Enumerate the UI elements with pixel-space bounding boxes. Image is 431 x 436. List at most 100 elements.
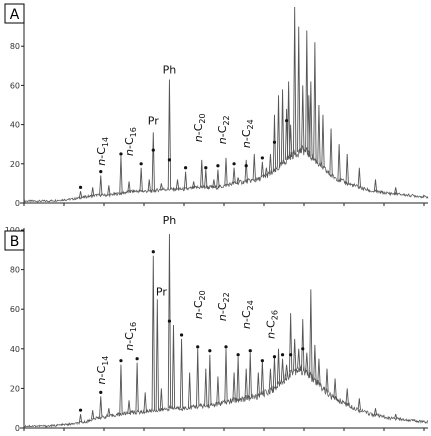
peak (272, 114, 277, 172)
peak-marker (244, 164, 248, 168)
peak (143, 392, 147, 412)
peak (313, 42, 317, 160)
peak (155, 299, 159, 411)
peak-marker (196, 345, 200, 349)
peak (317, 358, 321, 385)
peak (244, 159, 248, 182)
peak-label: Pr (148, 115, 159, 128)
peak (179, 338, 184, 409)
peak (329, 128, 333, 176)
peak-label: Pr (156, 285, 167, 298)
peak (357, 167, 361, 188)
peak-marker (151, 148, 155, 152)
peak-marker (272, 140, 277, 144)
peak-label: n-C22 (216, 292, 231, 321)
peak-marker (301, 347, 305, 351)
y-tick-label: 80 (10, 42, 20, 51)
peak (272, 356, 277, 389)
peak-marker (139, 162, 143, 166)
y-tick-label: 20 (10, 384, 20, 393)
peak (373, 408, 378, 416)
peak (337, 144, 341, 180)
panel-label-box (4, 230, 25, 251)
peak-marker (285, 119, 289, 123)
peak-marker (289, 353, 293, 357)
peak (293, 6, 297, 155)
peak-marker (184, 166, 188, 170)
peak-marker (151, 250, 155, 254)
peak-marker (260, 156, 264, 160)
peak-label: Ph (163, 214, 177, 227)
peak (244, 368, 248, 399)
peak (268, 368, 273, 391)
peak (159, 388, 164, 411)
peak (91, 187, 95, 196)
peak (280, 358, 285, 381)
peak (167, 233, 172, 409)
peak-marker (224, 345, 228, 349)
peak-marker (280, 353, 285, 357)
peak (236, 356, 240, 400)
peak-marker (208, 349, 212, 353)
y-tick-label: 40 (10, 121, 20, 130)
y-tick-label: 80 (10, 266, 20, 275)
peak (147, 179, 151, 192)
peak-label: n-C26 (264, 310, 279, 339)
peak-label: n-C24 (240, 119, 255, 148)
peak (309, 81, 313, 156)
y-tick-label: 60 (10, 81, 20, 90)
peak-marker (167, 319, 172, 323)
peak (99, 396, 103, 418)
peak (260, 161, 265, 178)
peak (297, 26, 301, 153)
peak (119, 364, 123, 415)
peak (151, 255, 155, 411)
peak (232, 372, 236, 401)
peak (373, 179, 378, 192)
peak (301, 319, 305, 371)
peak (394, 414, 398, 420)
peak (107, 185, 111, 196)
peak-label: Ph (163, 64, 177, 77)
peak (159, 183, 164, 190)
peak (260, 360, 265, 395)
peak (357, 398, 361, 411)
peak-marker (78, 185, 83, 189)
peak-label: n-C16 (123, 322, 138, 351)
peak-marker (119, 152, 123, 156)
panel-a: 020406080100An-C14n-C16PrPhn-C20n-C22n-C… (4, 3, 429, 208)
baseline-trace (23, 364, 429, 428)
peak (317, 104, 321, 164)
peak-marker (216, 164, 220, 168)
peak-label: n-C20 (192, 290, 207, 319)
peak (78, 414, 83, 423)
peak (135, 362, 139, 413)
peak (264, 167, 269, 176)
peak (394, 187, 398, 195)
peak (167, 79, 172, 190)
peak-marker (119, 359, 123, 363)
y-tick-label: 60 (10, 305, 20, 314)
peak-label: n-C14 (95, 356, 110, 385)
peak (345, 388, 349, 405)
peak (313, 344, 317, 381)
baseline-trace (23, 144, 429, 203)
peak (276, 95, 281, 168)
peak (345, 153, 349, 184)
y-tick-label: 0 (15, 199, 20, 208)
peak (309, 289, 313, 377)
peak-marker (236, 353, 240, 357)
panel-label-box (4, 3, 25, 24)
peak (127, 400, 131, 413)
peak-marker (272, 355, 277, 359)
peak (305, 352, 309, 373)
peak (321, 114, 325, 168)
panel-b: 020406080100Bn-C14n-C16PrPhn-C20n-C22n-C… (4, 214, 429, 433)
peak (236, 177, 240, 183)
peak (252, 153, 256, 181)
peak (224, 348, 228, 403)
peak (268, 153, 273, 174)
peak-label: n-C24 (240, 300, 255, 329)
peak (325, 368, 329, 393)
peak-label: n-C22 (216, 115, 231, 144)
